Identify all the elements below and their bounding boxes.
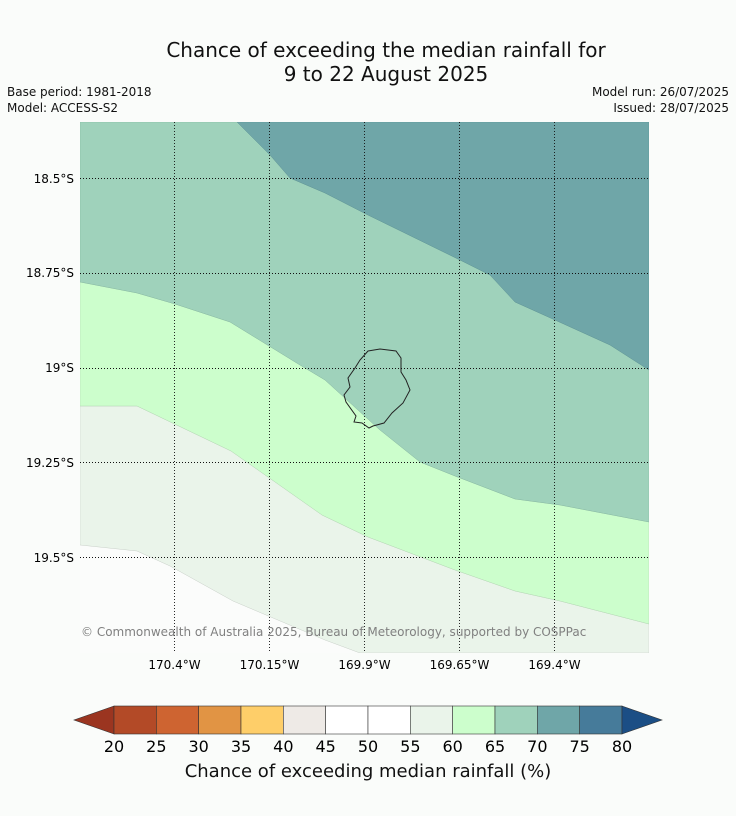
colorbar-segment xyxy=(325,705,369,735)
colorbar-segment xyxy=(410,705,453,735)
lon-label-3: 169.9°W xyxy=(338,658,390,672)
lat-label-4: 19.25°S xyxy=(26,456,74,470)
colorbar-ticks: 20 25 30 35 40 45 50 55 60 65 70 75 80 xyxy=(104,737,632,756)
colorbar-tick-label: 20 xyxy=(104,737,124,756)
colorbar-tick-label: 55 xyxy=(400,737,420,756)
model-text: Model: ACCESS-S2 xyxy=(7,101,119,115)
lat-label-3: 19°S xyxy=(45,361,74,375)
colorbar-over-arrow xyxy=(621,705,663,735)
lon-label-1: 170.4°W xyxy=(148,658,200,672)
colorbar-segment xyxy=(156,705,199,735)
colorbar-segment xyxy=(494,705,538,735)
chart-title: Chance of exceeding the median rainfall … xyxy=(0,38,736,86)
colorbar-segment xyxy=(579,705,623,735)
colorbar-segment xyxy=(537,705,580,735)
meta-right: Model run: 26/07/2025 Issued: 28/07/2025 xyxy=(592,84,729,116)
model-run-text: Model run: 26/07/2025 xyxy=(591,85,729,99)
base-period-text: Base period: 1981-2018 xyxy=(7,85,152,99)
lon-label-5: 169.4°W xyxy=(528,658,580,672)
colorbar-segment xyxy=(283,705,326,735)
colorbar-tick-label: 45 xyxy=(315,737,335,756)
colorbar-tick-label: 25 xyxy=(146,737,166,756)
lon-labels: 170.4°W 170.15°W 169.9°W 169.65°W 169.4°… xyxy=(148,658,580,672)
title-line-1: Chance of exceeding the median rainfall … xyxy=(166,38,606,62)
colorbar-tick-label: 50 xyxy=(358,737,378,756)
colorbar-tick-label: 65 xyxy=(485,737,505,756)
colorbar-segment xyxy=(198,705,242,735)
colorbar-tick-label: 30 xyxy=(188,737,208,756)
lat-label-2: 18.75°S xyxy=(26,266,74,280)
colorbar-tick-label: 80 xyxy=(612,737,632,756)
colorbar-segments xyxy=(73,705,663,735)
colorbar-segment xyxy=(113,705,157,735)
copyright-notice: © Commonwealth of Australia 2025, Bureau… xyxy=(81,625,587,639)
colorbar-segment xyxy=(240,705,284,735)
island-outline xyxy=(343,348,411,429)
colorbar-segment xyxy=(452,705,496,735)
lon-label-2: 170.15°W xyxy=(240,658,300,672)
meta-left: Base period: 1981-2018 Model: ACCESS-S2 xyxy=(7,84,152,116)
colorbar-tick-label: 75 xyxy=(569,737,589,756)
colorbar-label: Chance of exceeding median rainfall (%) xyxy=(184,761,552,782)
title-line-2: 9 to 22 August 2025 xyxy=(283,62,489,86)
map: 18.5°S 18.75°S 19°S 19.25°S 19.5°S 170.4… xyxy=(26,122,649,672)
map-zones xyxy=(80,122,649,653)
colorbar-segment xyxy=(367,705,411,735)
lat-label-1: 18.5°S xyxy=(34,172,74,186)
colorbar-tick-label: 70 xyxy=(527,737,547,756)
gridlines xyxy=(80,122,649,653)
lat-label-5: 19.5°S xyxy=(34,551,74,565)
colorbar-tick-label: 60 xyxy=(442,737,462,756)
lat-labels: 18.5°S 18.75°S 19°S 19.25°S 19.5°S xyxy=(26,172,74,565)
colorbar-under-arrow xyxy=(73,705,115,735)
colorbar-tick-label: 35 xyxy=(231,737,251,756)
colorbar-tick-label: 40 xyxy=(273,737,293,756)
lon-label-4: 169.65°W xyxy=(430,658,490,672)
zone-70-75 xyxy=(236,122,649,371)
issued-text: Issued: 28/07/2025 xyxy=(613,101,729,115)
